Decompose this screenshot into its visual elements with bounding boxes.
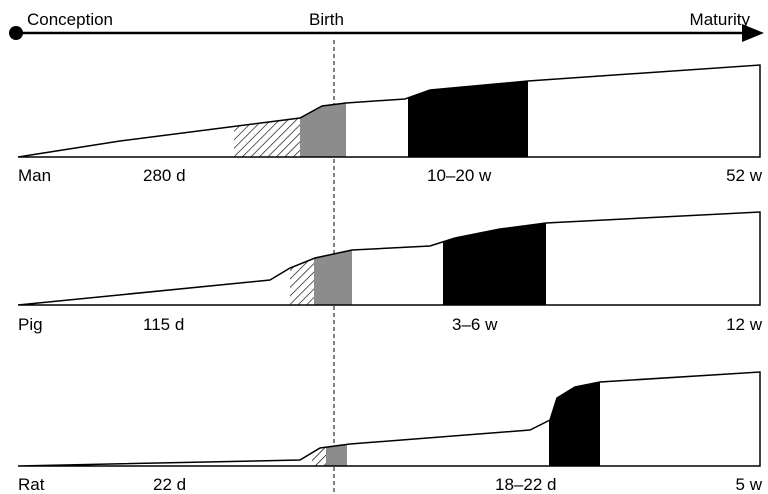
timeline-end-label: Maturity [690, 10, 751, 29]
black-band [549, 372, 600, 466]
panel-man: Man 280 d 10–20 w 52 w [17, 64, 763, 185]
hatched-band [234, 65, 300, 157]
species-label: Rat [18, 475, 45, 494]
grey-band [300, 65, 346, 157]
species-label: Man [18, 166, 51, 185]
growth-curve [17, 211, 761, 306]
growth-period-label: 3–6 w [452, 315, 498, 334]
panel-pig: Pig 115 d 3–6 w 12 w [17, 211, 763, 334]
black-band [443, 212, 546, 305]
hatched-band [312, 372, 326, 466]
panel-rat: Rat 22 d 18–22 d 5 w [17, 371, 763, 494]
growth-period-label: 18–22 d [495, 475, 556, 494]
species-label: Pig [18, 315, 43, 334]
timeline-arrowhead [742, 24, 764, 42]
maturity-age-label: 5 w [736, 475, 763, 494]
maturity-age-label: 12 w [726, 315, 763, 334]
timeline-start-label: Conception [27, 10, 113, 29]
grey-band [314, 212, 352, 305]
grey-band [326, 372, 347, 466]
gestation-label: 22 d [153, 475, 186, 494]
timeline: Conception Birth Maturity [9, 10, 764, 42]
growth-curve [17, 371, 761, 467]
timeline-birth-label: Birth [309, 10, 344, 29]
growth-curve [17, 64, 761, 158]
growth-period-label: 10–20 w [427, 166, 492, 185]
gestation-label: 280 d [143, 166, 186, 185]
maturity-age-label: 52 w [726, 166, 763, 185]
gestation-label: 115 d [143, 315, 184, 334]
black-band [408, 65, 528, 157]
hatched-band [290, 212, 314, 305]
